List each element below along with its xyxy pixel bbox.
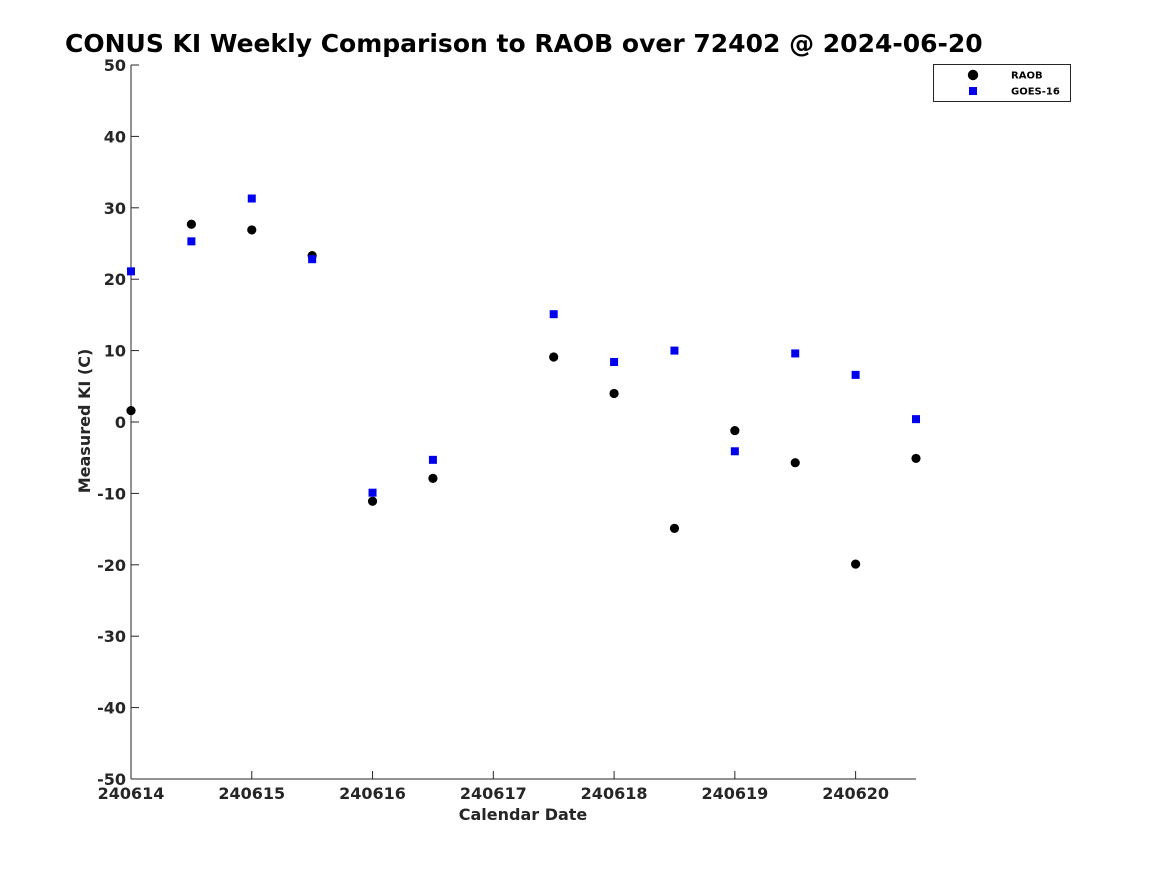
y-tick-label: -30 [97,627,126,646]
legend-label: GOES-16 [1011,87,1060,98]
goes-16-point [791,349,800,358]
goes-16-point [670,346,679,355]
raob-point [669,523,680,533]
x-tick-label: 240620 [822,784,889,803]
goes-16-point [730,447,739,456]
raob-point [126,405,136,416]
raob-point [186,219,196,229]
x-tick-label: 240618 [581,784,648,803]
legend-marker-goes-16 [969,87,977,95]
y-tick-label: -50 [97,770,126,789]
goes-16-point [851,370,860,379]
x-tick-label: 240619 [701,784,768,803]
raob-point [367,496,378,506]
legend-label: RAOB [1011,71,1043,82]
goes-16-point [247,194,256,203]
raob-point [549,352,559,362]
y-tick-label: -40 [97,699,126,718]
x-axis-label: Calendar Date [459,805,588,824]
legend: RAOB GOES-16 [933,64,1071,102]
x-tick-label: 240615 [218,784,285,803]
goes-16-point [428,455,437,464]
raob-point [428,473,438,484]
x-tick-label: 240616 [339,784,406,803]
y-tick-label: 30 [104,199,126,218]
y-tick-label: -20 [97,556,126,575]
raob-point [247,225,257,235]
legend-marker-raob [967,69,979,81]
raob-point [730,425,740,436]
x-axis-ticks: 240614 240615 240616 240617 240618 240619 2406… [98,771,889,803]
y-tick-label: 20 [104,270,126,289]
raob-point [851,559,861,569]
y-tick-label: -10 [97,484,126,503]
y-axis-ticks: 50 40 30 20 10 0 -10 -20 -30 -40 -50 [97,56,139,789]
raob-point [790,458,800,468]
goes-16-point [187,237,196,246]
y-axis-label: Measured KI (C) [75,349,94,494]
data-points [126,194,921,569]
chart-title: CONUS KI Weekly Comparison to RAOB over … [65,29,983,58]
axes [130,65,916,780]
raob-point [609,388,619,399]
goes-16-point [549,310,558,319]
goes-16-point [308,255,317,264]
raob-point [911,453,921,464]
goes-16-point [127,267,135,276]
y-tick-label: 10 [104,342,126,361]
x-tick-label: 240617 [460,784,527,803]
goes-16-point [912,415,920,424]
goes-16-point [610,358,619,367]
goes-16-point [368,488,377,497]
y-tick-label: 0 [115,413,126,432]
x-tick-label: 240614 [98,784,165,803]
legend-box [933,64,1071,102]
y-tick-label: 50 [104,56,126,75]
y-tick-label: 40 [104,127,126,146]
